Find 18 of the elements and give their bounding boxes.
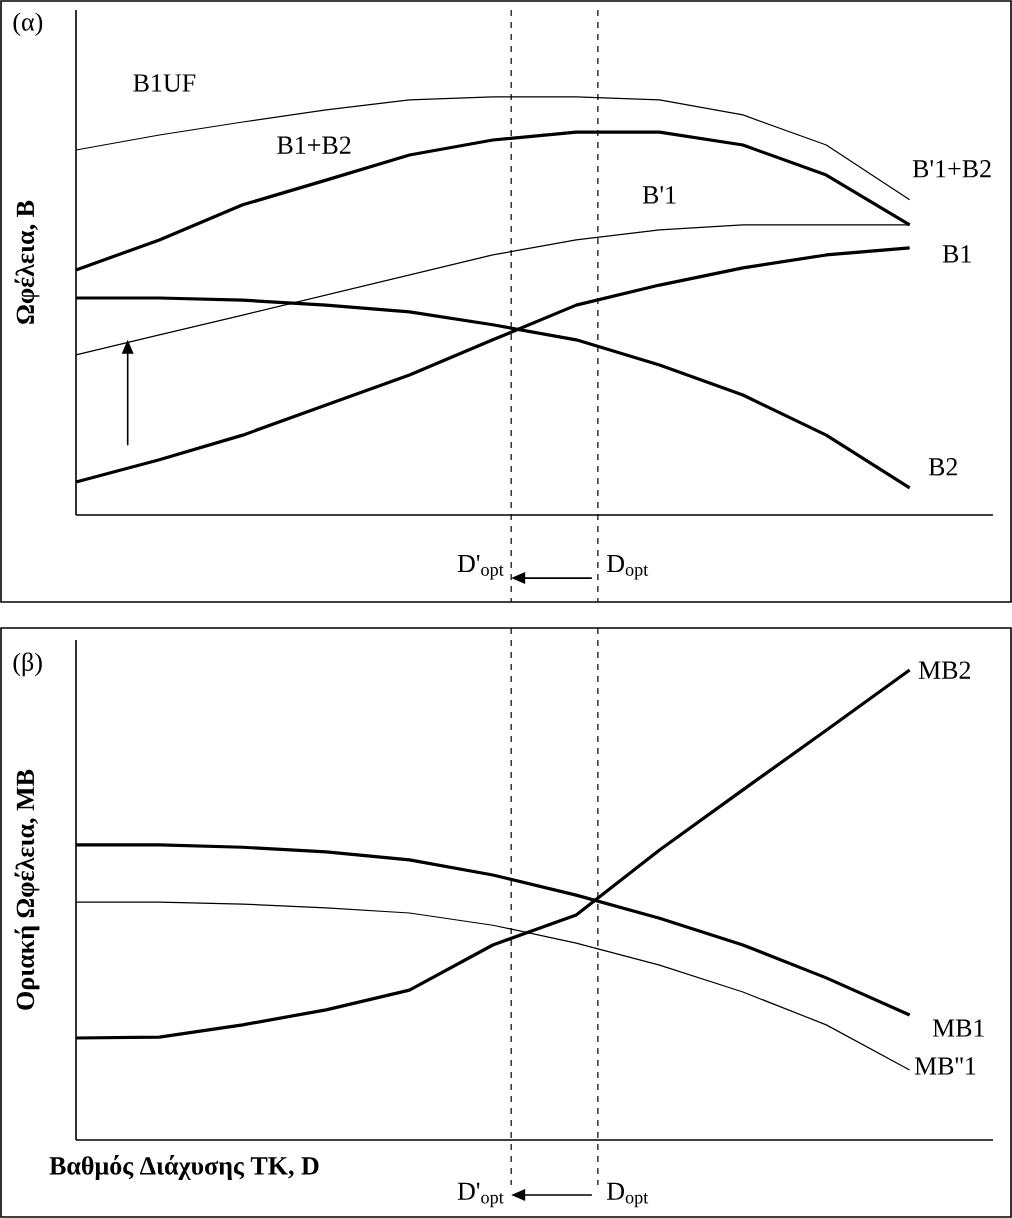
text: (α)	[13, 12, 43, 36]
text: D$_{opt}$	[607, 1182, 649, 1208]
x-axis-title: Βαθμός Διάχυσης ΤΚ, D	[49, 1155, 319, 1180]
y-axis-title: Ωφέλεια, B	[14, 200, 40, 324]
series-label: B'1+B2	[912, 160, 991, 178]
series-label: MB1	[932, 1019, 984, 1037]
text: (β)	[13, 652, 42, 677]
series-label: B2	[928, 458, 957, 476]
y-axis-title: Οριακή Ωφέλεια, MB	[14, 769, 40, 1010]
text: D$_{opt}$	[607, 554, 649, 580]
text: D'$_{opt}$	[457, 1182, 504, 1208]
series-label: B'1	[642, 186, 676, 204]
series-label: MB2	[918, 661, 971, 679]
text: B1UF	[133, 74, 196, 92]
series-label: B1+B2	[277, 136, 351, 154]
series-label: B1	[942, 245, 971, 263]
text: D'$_{opt}$	[457, 554, 504, 580]
series-label: MB''1	[914, 1057, 976, 1075]
